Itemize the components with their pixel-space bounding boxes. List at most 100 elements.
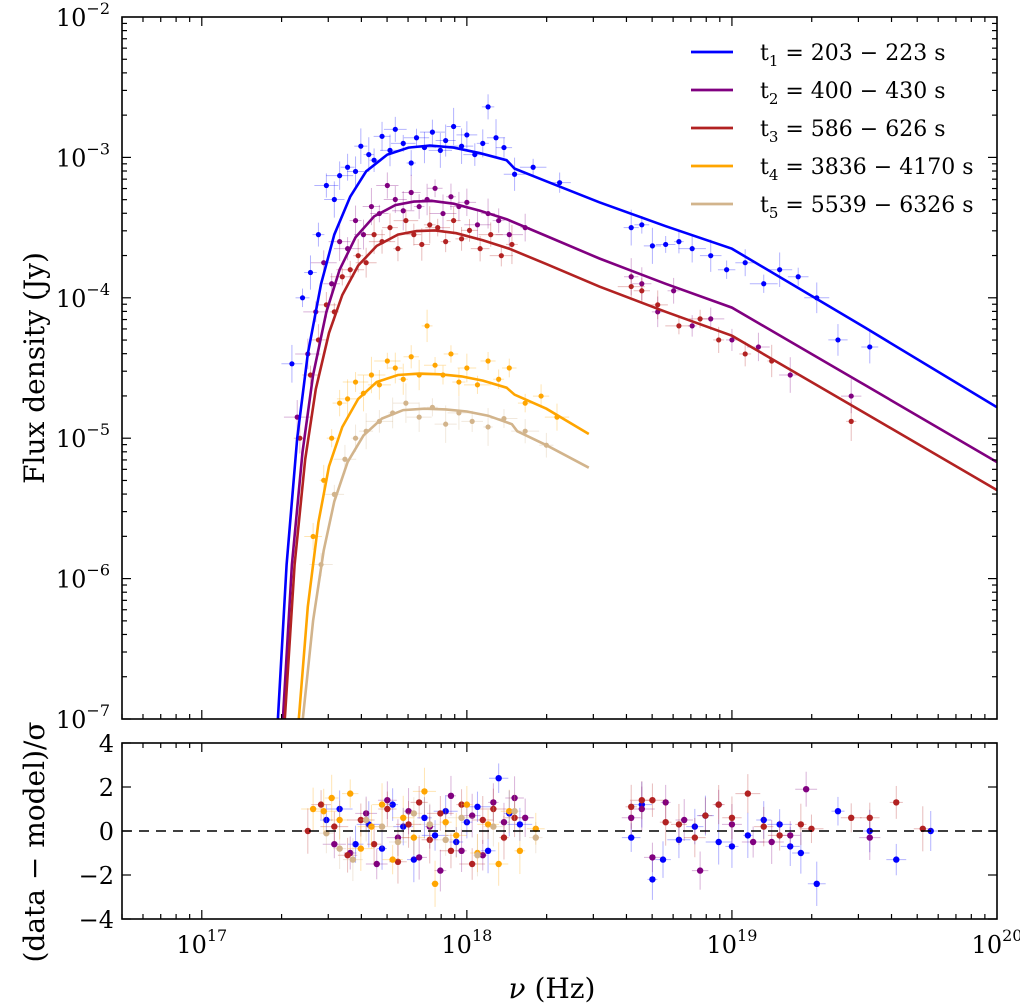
- legend-label: t3 = 586 − 626 s: [760, 117, 946, 146]
- x-axis-unit: (Hz): [526, 972, 596, 1005]
- resid-y-tick-label: −4: [79, 906, 114, 934]
- y-tick-label: 10−6: [56, 561, 110, 594]
- data-point: [434, 405, 457, 443]
- data-point: [828, 324, 848, 356]
- data-point: [419, 119, 445, 145]
- residual-point: [461, 786, 473, 824]
- x-axis-title: ν (Hz): [509, 972, 596, 1005]
- data-point: [392, 191, 415, 231]
- x-tick-labels: 1017 1018 1019 1020: [176, 926, 1020, 959]
- residual-point: [449, 827, 464, 857]
- data-point: [401, 174, 421, 211]
- residual-point: [392, 795, 415, 840]
- data-point: [369, 148, 379, 172]
- x-tick-label: 1019: [706, 926, 757, 959]
- data-point: [501, 358, 517, 378]
- data-point: [403, 128, 430, 147]
- residual-point: [418, 803, 441, 846]
- data-point: [435, 124, 456, 157]
- residual-point: [331, 800, 349, 840]
- data-point: [427, 398, 438, 417]
- x-axis-symbol: ν: [509, 972, 526, 1005]
- residual-point: [889, 785, 903, 819]
- residual-point: [445, 775, 457, 816]
- residual-point: [463, 793, 481, 838]
- flux-data-layer: [276, 94, 997, 719]
- data-point: [464, 209, 491, 241]
- data-point: [456, 121, 478, 149]
- residual-point: [386, 819, 410, 856]
- residual-point: [705, 819, 732, 865]
- residual-point: [655, 841, 671, 878]
- residual-point: [461, 806, 473, 839]
- data-point: [304, 255, 317, 290]
- residual-point: [445, 812, 467, 858]
- residual-point: [347, 826, 374, 871]
- model-curve-5: [301, 407, 590, 719]
- data-point: [374, 352, 401, 370]
- residual-point: [507, 807, 533, 841]
- residual-point: [625, 784, 637, 829]
- residual-point: [342, 838, 363, 882]
- legend-entry-1: t1 = 203 − 223 s: [691, 41, 946, 70]
- data-point: [413, 194, 425, 219]
- residual-point: [337, 837, 358, 873]
- residual-point: [698, 797, 713, 834]
- flux-y-tick-labels: 10−2 10−3 10−4 10−5 10−6 10−7: [56, 0, 110, 734]
- model-curve-3: [283, 229, 997, 719]
- data-point: [846, 401, 857, 441]
- residual-point: [671, 803, 687, 845]
- residual-point: [473, 834, 482, 877]
- flux-panel-frame: [121, 16, 998, 720]
- data-point: [353, 239, 364, 273]
- data-point: [349, 205, 362, 236]
- data-point: [354, 128, 368, 164]
- data-point: [532, 384, 550, 408]
- residual-point: [683, 817, 706, 858]
- residual-point: [421, 820, 449, 851]
- residual-point: [859, 815, 881, 860]
- data-point: [655, 236, 676, 253]
- residual-point: [621, 823, 641, 852]
- residual-point: [347, 803, 375, 837]
- data-point: [446, 107, 461, 146]
- residual-point: [659, 798, 672, 846]
- residual-point: [347, 825, 364, 863]
- residual-point: [721, 804, 742, 845]
- data-point: [483, 408, 493, 446]
- residual-point: [447, 800, 476, 836]
- data-point: [336, 379, 359, 419]
- data-point: [376, 172, 399, 199]
- residual-point: [529, 821, 543, 854]
- data-point: [359, 413, 374, 450]
- series-4-points: [304, 309, 570, 550]
- data-point: [440, 231, 451, 253]
- residual-point: [640, 783, 665, 817]
- data-point: [398, 363, 408, 395]
- data-point: [392, 383, 419, 423]
- data-point: [363, 137, 374, 172]
- model-curve-2: [281, 199, 997, 719]
- data-point: [310, 250, 337, 276]
- x-tick-label: 1018: [441, 926, 492, 959]
- data-point: [406, 223, 422, 246]
- data-point: [544, 403, 570, 431]
- residual-point: [459, 848, 486, 880]
- data-point: [314, 173, 339, 198]
- residual-point: [430, 860, 440, 907]
- residual-point: [437, 823, 454, 856]
- data-point: [332, 389, 347, 417]
- data-point: [388, 352, 403, 384]
- data-point: [373, 121, 391, 151]
- residual-point: [365, 848, 388, 880]
- x-tick-label: 1017: [176, 926, 227, 959]
- legend-entry-4: t4 = 3836 − 4170 s: [691, 155, 974, 184]
- x-tick-label: 1020: [972, 926, 1020, 959]
- legend-label: t4 = 3836 − 4170 s: [760, 155, 974, 184]
- series-5-points: [309, 383, 554, 577]
- residual-point: [320, 811, 349, 842]
- residual-point: [427, 795, 454, 831]
- residual-point: [393, 807, 414, 846]
- residual-point: [411, 835, 427, 880]
- data-point: [295, 288, 310, 308]
